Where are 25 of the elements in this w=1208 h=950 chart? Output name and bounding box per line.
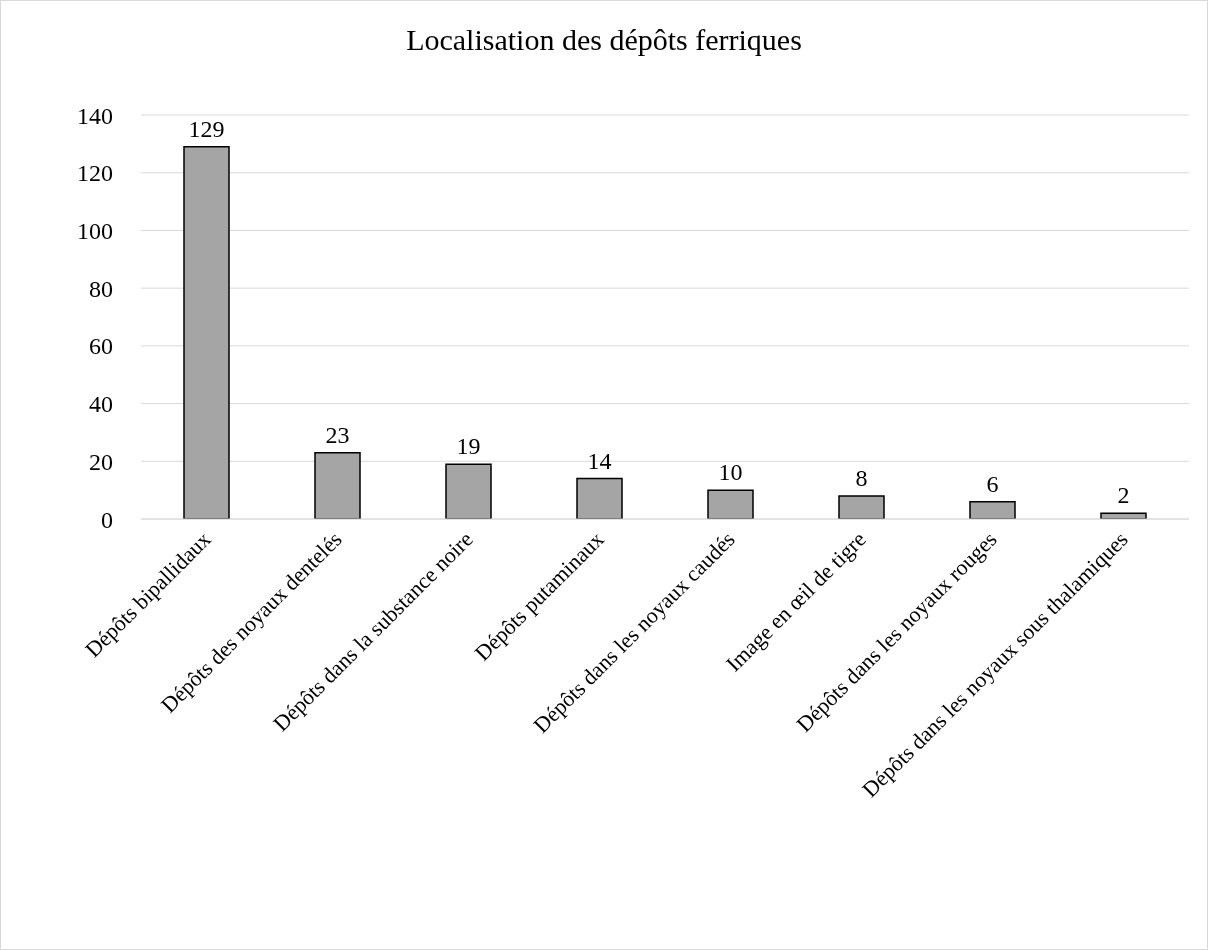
chart-title: Localisation des dépôts ferriques (405, 23, 803, 57)
y-tick-label: 100 (77, 217, 113, 244)
y-tick-label: 120 (77, 160, 113, 187)
data-label: 6 (986, 470, 999, 497)
y-tick-label: 80 (89, 275, 113, 302)
y-tick-label: 20 (89, 448, 113, 475)
y-tick-label: 40 (89, 391, 113, 418)
data-label: 129 (188, 115, 225, 142)
bar (707, 489, 754, 519)
data-label: 14 (587, 447, 612, 474)
data-label: 23 (325, 421, 350, 448)
bar (969, 500, 1016, 519)
data-label: 10 (718, 459, 743, 486)
data-label: 19 (456, 433, 481, 460)
bar (314, 451, 361, 519)
bar (183, 145, 230, 519)
y-tick-label: 0 (101, 506, 113, 533)
y-tick-label: 60 (89, 333, 113, 360)
bar (576, 477, 623, 519)
data-label: 2 (1117, 482, 1130, 509)
bar (838, 495, 885, 519)
y-tick-label: 140 (77, 102, 113, 129)
data-label: 8 (855, 464, 868, 491)
bar (445, 463, 492, 519)
bar (1100, 512, 1147, 519)
